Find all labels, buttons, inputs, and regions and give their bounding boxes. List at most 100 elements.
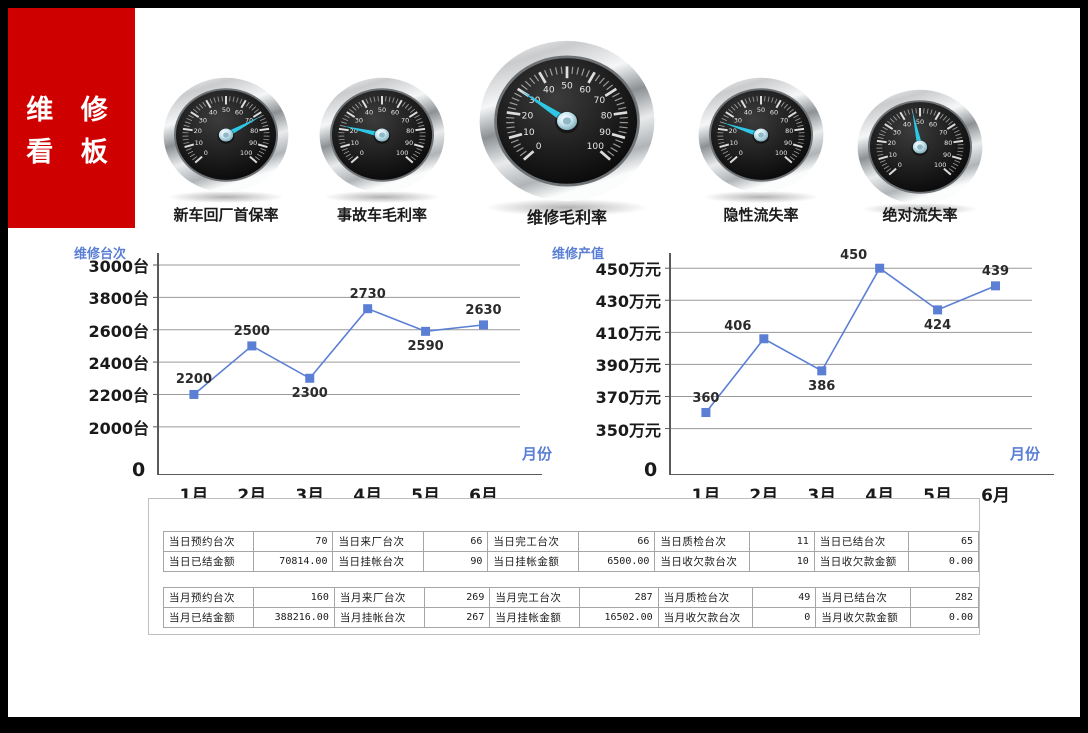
kpi-key-cell: 当月来厂台次 [333,587,425,608]
table-row: 当月预约台次 160 当月来厂台次 269 当月完工台次 287 当月质检台次 49 当月已结台… [163,587,980,608]
svg-text:90: 90 [784,139,792,147]
kpi-key-cell: 当月质检台次 [657,587,753,608]
table-row: 当月已结金额 388216.00 当月挂帐台次 267 当月挂帐金额 16502.00 当月… [163,607,980,628]
kpi-key-cell: 当日质检台次 [654,531,750,552]
svg-text:30: 30 [734,116,742,124]
kpi-value-cell: 267 [423,607,491,628]
gauge-3: 0 10 20 30 40 50 60 70 80 90 100 维修毛利率 [462,30,672,227]
chart-y-tick-label: 410万元 [595,324,661,344]
gauge-dial-icon: 0 10 20 30 40 50 60 70 80 90 100 [686,70,836,200]
chart-data-point [817,366,827,376]
kpi-value-cell: 388216.00 [252,607,335,628]
chart-data-label: 424 [924,317,952,333]
svg-text:90: 90 [405,139,413,147]
kpi-key-cell: 当日已结金额 [162,551,255,572]
chart-line-series [193,307,484,396]
gauge-shadow-icon [863,202,977,215]
kpi-value-cell: 66 [577,531,656,552]
gauge-shadow-icon [704,190,818,203]
kpi-value-cell: 287 [579,587,659,608]
chart-y-tick-label: 370万元 [595,388,661,408]
chart-data-label: 2590 [407,339,444,355]
kpi-key-cell: 当月收欠款金额 [815,607,911,628]
kpi-value-cell: 0.00 [908,551,979,572]
svg-text:40: 40 [365,109,373,117]
svg-text:100: 100 [775,149,787,157]
kpi-value-cell: 70814.00 [253,551,334,572]
kpi-key-cell: 当月已结台次 [815,587,911,608]
dashboard-title-banner: 维 修 看 板 [8,8,135,228]
gauge-dial-icon: 0 10 20 30 40 50 60 70 80 90 100 [307,70,457,200]
chart-y-tick-label: 430万元 [595,292,661,312]
chart-data-label: 360 [692,390,720,406]
chart-y-tick-label: 2200台 [88,386,149,406]
svg-text:60: 60 [391,109,399,117]
svg-text:20: 20 [350,127,358,135]
chart-y-tick-label: 2600台 [88,321,149,341]
gauge-label: 事故车毛利率 [336,206,427,224]
svg-text:70: 70 [594,96,606,106]
chart-title: 维修台次 [74,247,127,262]
svg-text:0: 0 [739,149,743,157]
gauge-5: 0 10 20 30 40 50 60 70 80 90 100 绝对流失率 [845,82,995,224]
chart-repair-revenue: 维修产值 月份 450万元 430万元 410万元 390万元 370万元 350万元 0 1月 2… [542,243,1072,506]
svg-text:50: 50 [916,118,924,126]
chart-data-label: 450 [840,248,868,264]
svg-text:60: 60 [770,109,778,117]
svg-text:40: 40 [744,109,752,117]
chart-data-point [189,389,199,399]
chart-y-tick-label: 390万元 [595,356,661,376]
kpi-value-cell: 16502.00 [579,607,659,628]
chart-repair-volume: 维修台次 月份 3000台 3800台 2600台 2400台 2200台 2000台 0 1月 2… [30,243,553,506]
svg-text:20: 20 [522,112,534,122]
svg-text:100: 100 [587,142,605,152]
gauge-4: 0 10 20 30 40 50 60 70 80 90 100 隐性流失率 [686,70,836,224]
svg-text:10: 10 [195,139,203,147]
kpi-table-panel: 当日预约台次 70 当日来厂台次 66 当日完工台次 66 当日质检台次 11 当日已结台次 65… [148,498,980,635]
kpi-key-cell: 当日已结台次 [813,531,910,552]
chart-origin-label: 0 [132,459,146,481]
svg-text:80: 80 [250,127,258,135]
chart-data-label: 2300 [291,386,328,402]
kpi-key-cell: 当日收欠款金额 [813,551,910,572]
chart-line-series [705,267,996,414]
svg-text:70: 70 [245,116,253,124]
chart-data-label: 439 [981,263,1010,279]
kpi-value-cell: 10 [748,551,815,572]
banner-title-line-1: 维 修 [26,95,117,126]
kpi-value-cell: 90 [422,551,489,572]
svg-text:0: 0 [204,149,208,157]
svg-text:40: 40 [903,121,911,129]
svg-text:70: 70 [401,116,409,124]
kpi-key-cell: 当月已结金额 [163,607,254,628]
chart-y-tick-label: 450万元 [595,260,661,280]
svg-text:100: 100 [240,149,252,157]
gauge-label: 维修毛利率 [526,208,607,227]
monthly-kpi-table: 当月预约台次 160 当月来厂台次 269 当月完工台次 287 当月质检台次 49 当月已结台… [163,587,980,628]
gauge-shadow-icon [325,190,439,203]
table-row: 当日预约台次 70 当日来厂台次 66 当日完工台次 66 当日质检台次 11 当日已结台次 65 [162,531,979,552]
gauge-label: 绝对流失率 [882,206,958,224]
chart-data-label: 2730 [349,286,386,302]
kpi-key-cell: 当月挂帐金额 [489,607,580,628]
svg-text:60: 60 [929,121,937,129]
svg-text:90: 90 [943,151,951,159]
chart-origin-label: 0 [644,459,658,481]
kpi-value-cell: 11 [748,531,815,552]
chart-data-label: 386 [808,378,836,394]
svg-text:100: 100 [934,161,946,169]
svg-text:80: 80 [944,139,952,147]
svg-text:30: 30 [893,128,901,136]
gauge-label: 隐性流失率 [723,206,799,224]
svg-text:30: 30 [199,116,207,124]
kpi-value-cell: 0 [751,607,817,628]
svg-text:80: 80 [601,112,613,122]
chart-y-tick-label: 2000台 [88,418,149,438]
svg-text:0: 0 [898,161,902,169]
chart-x-axis-title: 月份 [522,445,553,463]
svg-text:20: 20 [888,139,896,147]
kpi-value-cell: 0.00 [909,607,980,628]
svg-text:10: 10 [889,151,897,159]
gauge-dial-icon: 0 10 20 30 40 50 60 70 80 90 100 [462,30,672,212]
chart-data-label: 2200 [175,372,212,388]
